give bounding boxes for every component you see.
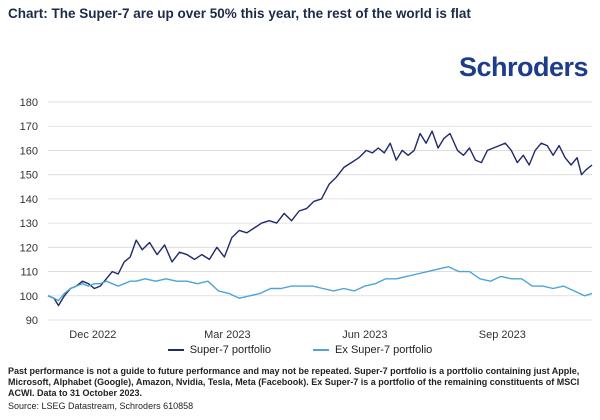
series-lines <box>47 130 593 307</box>
x-tick-label-3: Sep 2023 <box>479 329 526 341</box>
chart-title: Chart: The Super-7 are up over 50% this … <box>8 6 471 21</box>
legend-swatch-ex-super7 <box>313 349 330 351</box>
legend-label-super7: Super-7 portfolio <box>189 344 272 356</box>
y-tick-label-180: 180 <box>20 97 38 109</box>
y-tick-label-160: 160 <box>20 145 38 157</box>
y-tick-label-90: 90 <box>26 315 38 327</box>
brand-logo: Schroders <box>458 52 589 82</box>
y-tick-label-150: 150 <box>20 170 38 182</box>
source-note: Source: LSEG Datastream, Schroders 61085… <box>8 401 194 411</box>
line-chart: 90 100 110 120 130 140 150 160 170 180 Dec 2022 Ma… <box>20 97 593 341</box>
x-tick-label-0: Dec 2022 <box>69 329 116 341</box>
series-line-ex-super7 <box>47 266 593 302</box>
y-tick-label-170: 170 <box>20 121 38 133</box>
legend-item-super7: Super-7 portfolio <box>167 344 272 356</box>
y-tick-label-120: 120 <box>20 242 38 254</box>
y-tick-label-140: 140 <box>20 194 38 206</box>
x-tick-label-2: Jun 2023 <box>342 329 387 341</box>
y-tick-label-100: 100 <box>20 291 38 303</box>
y-axis-ticks: 90 100 110 120 130 140 150 160 170 180 <box>20 97 38 327</box>
series-line-super7 <box>47 130 593 307</box>
legend-label-ex-super7: Ex Super-7 portfolio <box>335 344 433 356</box>
y-tick-label-130: 130 <box>20 218 38 230</box>
legend-item-ex-super7: Ex Super-7 portfolio <box>313 344 432 356</box>
y-tick-label-110: 110 <box>20 267 38 279</box>
legend-swatch-super7 <box>167 349 184 351</box>
footnote: Past performance is not a guide to futur… <box>8 366 580 398</box>
legend: Super-7 portfolio Ex Super-7 portfolio <box>0 344 600 356</box>
x-tick-label-1: Mar 2023 <box>204 329 250 341</box>
x-axis-ticks: Dec 2022 Mar 2023 Jun 2023 Sep 2023 <box>69 329 526 341</box>
